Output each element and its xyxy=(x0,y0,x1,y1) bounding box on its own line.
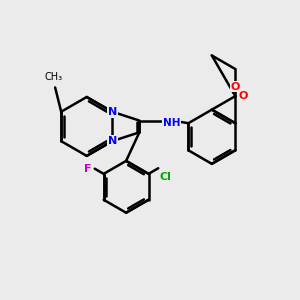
Text: F: F xyxy=(84,164,91,174)
Text: CH₃: CH₃ xyxy=(45,72,63,82)
Text: N: N xyxy=(108,107,117,117)
Text: Cl: Cl xyxy=(160,172,172,182)
Text: O: O xyxy=(239,91,248,101)
Text: NH: NH xyxy=(163,118,180,128)
Text: O: O xyxy=(231,82,240,92)
Text: N: N xyxy=(108,136,117,146)
